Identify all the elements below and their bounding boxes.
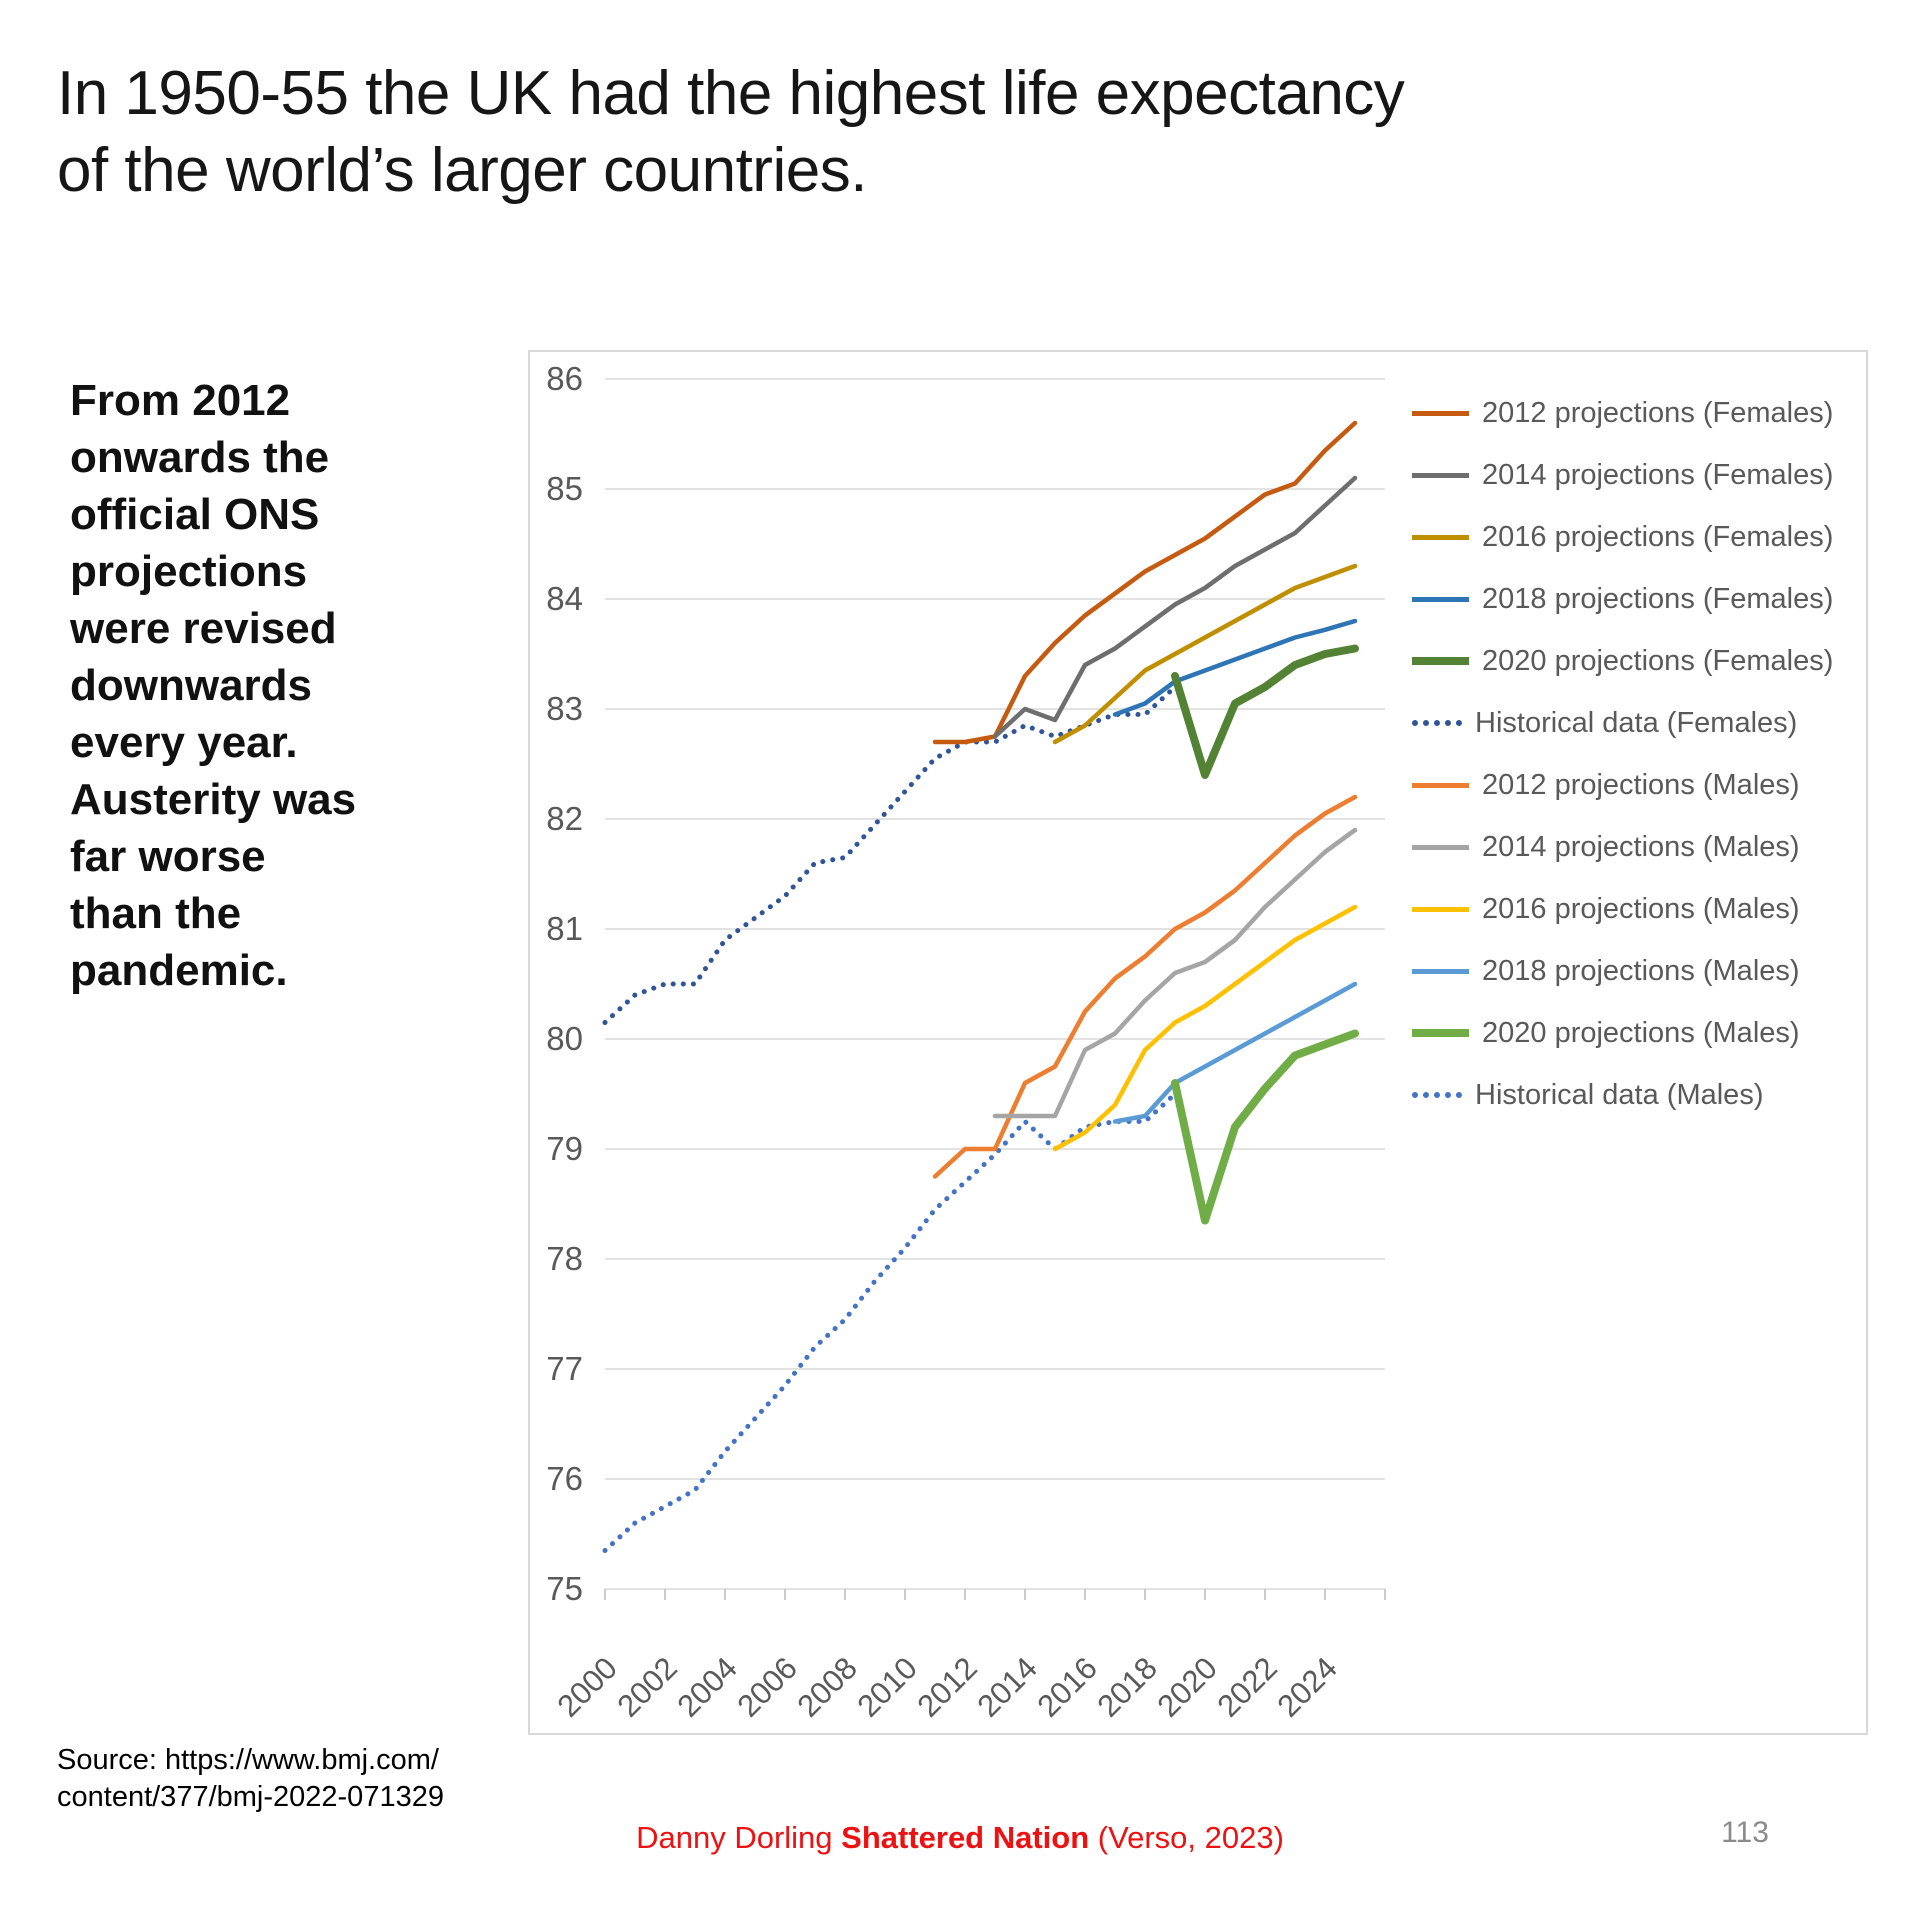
y-axis-tick-label: 81 (546, 910, 583, 947)
footer-author: Danny Dorling (636, 1820, 842, 1855)
text-line: of the world’s larger countries. (57, 136, 867, 205)
legend-item: Historical data (Females) (1412, 692, 1833, 754)
footer-publisher: (Verso, 2023) (1089, 1820, 1284, 1855)
life-expectancy-chart: 75 76 77 78 79 80 81 82 83 84 85 86 2000 2002 2004 2006… (528, 350, 1868, 1735)
y-axis-tick-label: 77 (546, 1350, 583, 1387)
series-line (1112, 981, 1358, 1124)
legend-line-swatch (1412, 534, 1469, 540)
x-axis-tick-label: 2002 (610, 1650, 684, 1724)
series-line (992, 475, 1358, 739)
x-axis-tick-label: 2014 (970, 1650, 1044, 1724)
chart-legend: 2012 projections (Females) 2014 projectio… (1412, 382, 1833, 1126)
y-axis-tick-label: 83 (546, 690, 583, 727)
x-axis-tick-label: 2000 (550, 1650, 624, 1724)
series-line (602, 684, 1178, 1025)
legend-label: 2016 projections (Females) (1482, 520, 1834, 553)
y-axis-tick-label: 85 (546, 470, 583, 507)
y-axis-tick-label: 82 (546, 800, 583, 837)
legend-item: 2014 projections (Females) (1412, 444, 1833, 506)
legend-label: 2020 projections (Females) (1482, 644, 1834, 677)
text-line: every year. (70, 718, 298, 767)
text-line: far worse (70, 832, 266, 881)
text-line: content/377/bmj-2022-071329 (57, 1781, 444, 1813)
legend-line-swatch (1412, 906, 1469, 912)
text-line: onwards the (70, 433, 330, 482)
y-axis-tick-label: 78 (546, 1240, 583, 1277)
slide-title: In 1950-55 the UK had the highest life e… (57, 55, 1577, 209)
legend-dotted-line-swatch (1412, 1092, 1462, 1098)
y-axis-tick-label: 76 (546, 1460, 583, 1497)
legend-label: 2014 projections (Females) (1482, 458, 1834, 491)
legend-item: 2020 projections (Males) (1412, 1002, 1833, 1064)
legend-item: 2018 projections (Females) (1412, 568, 1833, 630)
footer-book-title: Shattered Nation (841, 1820, 1090, 1855)
legend-item: 2016 projections (Males) (1412, 878, 1833, 940)
y-axis-tick-label: 80 (546, 1020, 583, 1057)
x-axis-tick-label: 2020 (1150, 1650, 1224, 1724)
legend-item: 2012 projections (Females) (1412, 382, 1833, 444)
text-line: Austerity was (70, 775, 357, 824)
x-axis-tick-label: 2008 (790, 1650, 864, 1724)
legend-dotted-line-swatch (1412, 720, 1462, 726)
text-line: pandemic. (70, 946, 288, 995)
source-citation: Source: https://www.bmj.com/content/377/… (57, 1742, 444, 1816)
text-line: official ONS (70, 490, 320, 539)
y-axis-tick-label: 86 (546, 360, 583, 397)
text-line: than the (70, 889, 242, 938)
legend-line-swatch (1412, 596, 1469, 602)
series-line (1052, 904, 1358, 1152)
series-line (602, 1091, 1178, 1553)
text-line: Source: https://www.bmj.com/ (57, 1744, 439, 1776)
legend-line-swatch (1412, 782, 1469, 788)
x-axis-tick-label: 2012 (910, 1650, 984, 1724)
legend-label: 2014 projections (Males) (1482, 830, 1800, 863)
legend-line-swatch (1412, 472, 1469, 478)
series-line (992, 827, 1358, 1119)
series-line (932, 794, 1358, 1179)
series-line (1171, 644, 1359, 779)
text-line: downwards (70, 661, 313, 710)
legend-label: 2020 projections (Males) (1482, 1016, 1800, 1049)
x-axis-tick-label: 2024 (1270, 1650, 1344, 1724)
legend-line-swatch (1412, 844, 1469, 850)
x-axis-tick-label: 2016 (1030, 1650, 1104, 1724)
x-axis-tick-label: 2022 (1210, 1650, 1284, 1724)
series-line (932, 420, 1358, 745)
x-axis-tick-label: 2006 (730, 1650, 804, 1724)
legend-label: 2018 projections (Males) (1482, 954, 1800, 987)
legend-label: 2012 projections (Males) (1482, 768, 1800, 801)
x-axis-tick-label: 2010 (850, 1650, 924, 1724)
text-line: From 2012 (70, 376, 291, 425)
legend-label: 2016 projections (Males) (1482, 892, 1800, 925)
y-axis-tick-label: 79 (546, 1130, 583, 1167)
legend-line-swatch (1412, 968, 1469, 974)
legend-item: 2018 projections (Males) (1412, 940, 1833, 1002)
legend-item: 2020 projections (Females) (1412, 630, 1833, 692)
legend-line-swatch (1412, 657, 1469, 665)
text-line: In 1950-55 the UK had the highest life e… (57, 59, 1405, 128)
legend-label: Historical data (Females) (1475, 706, 1798, 739)
legend-label: 2018 projections (Females) (1482, 582, 1834, 615)
legend-item: Historical data (Males) (1412, 1064, 1833, 1126)
text-line: projections (70, 547, 308, 596)
text-line: were revised (70, 604, 337, 653)
legend-item: 2016 projections (Females) (1412, 506, 1833, 568)
series-line (1112, 618, 1358, 717)
legend-label: Historical data (Males) (1475, 1078, 1764, 1111)
legend-item: 2012 projections (Males) (1412, 754, 1833, 816)
legend-line-swatch (1412, 410, 1469, 416)
series-line (1171, 1029, 1359, 1225)
footer-credit: Danny Dorling Shattered Nation (Verso, 2… (0, 1820, 1920, 1856)
legend-item: 2014 projections (Males) (1412, 816, 1833, 878)
x-axis-tick-label: 2018 (1090, 1650, 1164, 1724)
y-axis-tick-label: 84 (546, 580, 583, 617)
chart-plot-area: 75 76 77 78 79 80 81 82 83 84 85 86 2000200220042006… (546, 360, 1386, 1724)
series-line (1052, 563, 1358, 745)
legend-line-swatch (1412, 1029, 1469, 1037)
side-note-text: From 2012 onwards the official ONS projecti… (70, 372, 356, 999)
y-axis-tick-label: 75 (546, 1570, 583, 1607)
x-axis-tick-label: 2004 (670, 1650, 744, 1724)
legend-label: 2012 projections (Females) (1482, 396, 1834, 429)
page-number: 113 (1721, 1816, 1769, 1849)
